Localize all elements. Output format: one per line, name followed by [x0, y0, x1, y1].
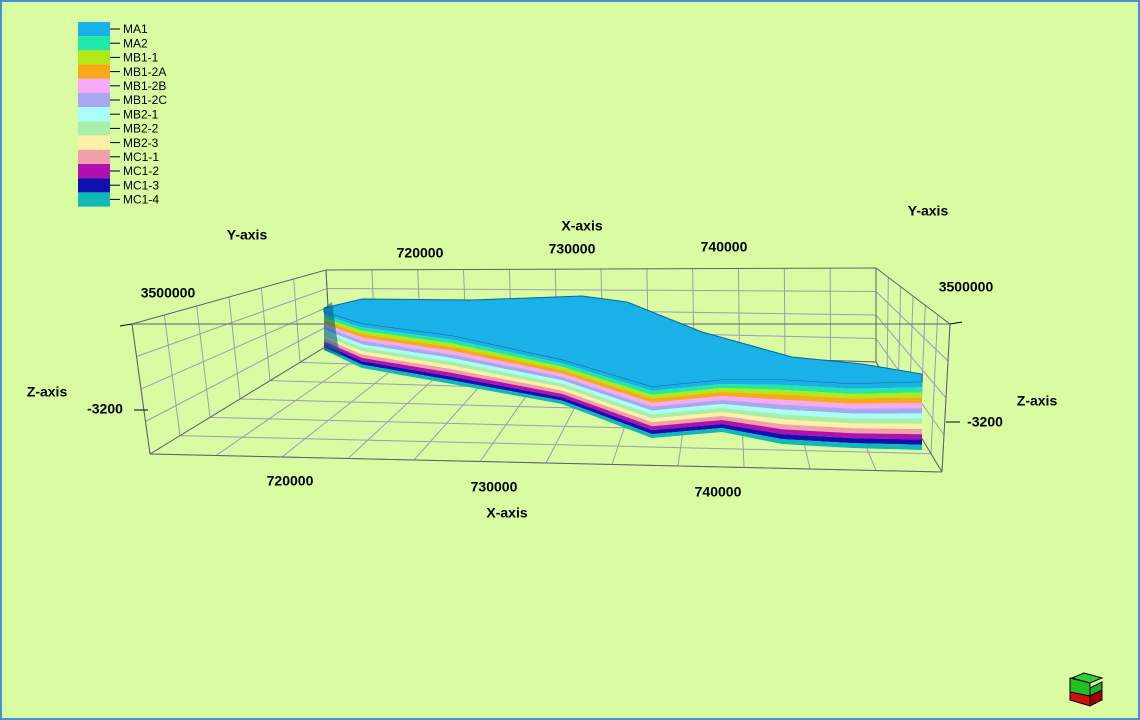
legend-swatch [78, 135, 110, 150]
tick-label: -3200 [87, 401, 123, 417]
axis-edge [875, 267, 951, 325]
axis-label: X-axis [486, 505, 527, 521]
tick-label: 730000 [471, 479, 518, 495]
axis-label: Z-axis [27, 384, 68, 400]
layer-band [324, 335, 922, 430]
tick-label: 740000 [701, 239, 748, 255]
axis-edge [149, 343, 331, 455]
legend-swatch [78, 50, 110, 65]
legend-swatch [78, 64, 110, 79]
legend-label: MB2-2 [123, 122, 159, 136]
legend-label: MB1-1 [123, 51, 159, 65]
legend-label: MC1-1 [123, 150, 159, 164]
legend-swatch [78, 107, 110, 122]
legend-swatch [78, 192, 110, 207]
layer-band [324, 332, 922, 424]
grid-line [145, 325, 330, 422]
legend-swatch [78, 164, 110, 179]
grid-line [136, 288, 328, 357]
tick-label: 740000 [695, 484, 742, 500]
legend-label: MC1-4 [123, 193, 159, 207]
tick-label: 720000 [267, 473, 314, 489]
axis-label: Y-axis [227, 227, 268, 243]
grid-line [875, 291, 949, 362]
layer-band [324, 338, 922, 435]
side-face [324, 302, 342, 356]
legend-label: MC1-2 [123, 164, 159, 178]
tick-label: -3200 [967, 414, 1003, 430]
legend-label: MB1-2A [123, 65, 166, 79]
axis-label: X-axis [561, 218, 602, 234]
orientation-icon[interactable] [1069, 672, 1104, 707]
legend-label: MB1-2B [123, 79, 166, 93]
tick-mark [119, 323, 133, 327]
axis-label: Y-axis [908, 203, 949, 219]
tick-label: 730000 [549, 241, 596, 257]
grid-line [179, 435, 932, 455]
axis-edge [325, 267, 877, 271]
legend-label: MB2-1 [123, 107, 159, 121]
tick-mark [949, 321, 963, 325]
legend-swatch [78, 36, 110, 51]
legend-swatch [78, 121, 110, 136]
axis-edge [941, 323, 951, 473]
axis-label: Z-axis [1017, 393, 1058, 409]
legend-label: MB1-2C [123, 93, 167, 107]
axis-edge [131, 269, 327, 325]
legend-swatch [78, 22, 110, 37]
legend-swatch [78, 93, 110, 108]
legend-swatch [78, 178, 110, 193]
axis-edge [131, 323, 151, 455]
tick-label: 3500000 [939, 279, 994, 295]
grid-line [326, 288, 877, 292]
grid-line [140, 306, 329, 390]
legend-swatch [78, 149, 110, 164]
model [119, 267, 963, 473]
legend-swatch [78, 78, 110, 93]
grid-line [875, 314, 947, 399]
icon-face [1069, 677, 1091, 697]
tick-label: 720000 [397, 245, 444, 261]
tick-label: 3500000 [141, 285, 196, 301]
layer-band [324, 329, 922, 419]
axis-edge [149, 453, 943, 473]
legend-label: MA1 [123, 22, 148, 36]
legend-label: MA2 [123, 36, 148, 50]
legend-label: MC1-3 [123, 178, 159, 192]
legend: MA1MA2MB1-1MB1-2AMB1-2BMB1-2CMB2-1MB2-2M… [78, 22, 167, 207]
legend-label: MB2-3 [123, 136, 159, 150]
